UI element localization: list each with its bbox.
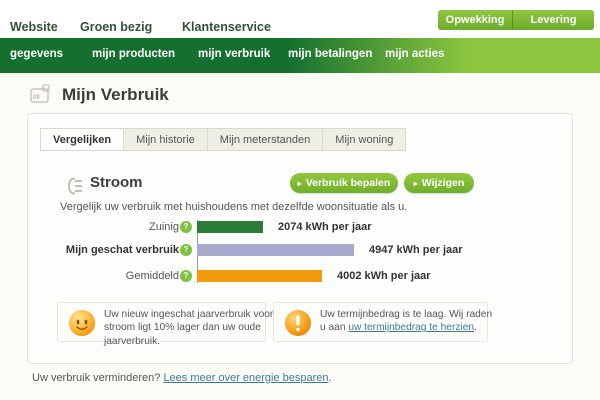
svg-text:09: 09 (33, 95, 40, 101)
